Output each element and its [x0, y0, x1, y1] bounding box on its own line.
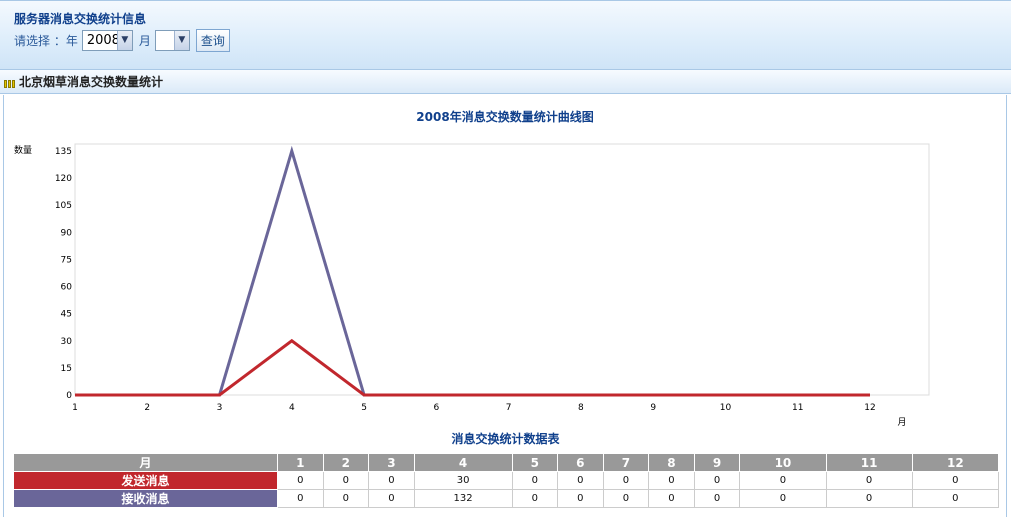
y-tick-label: 135 [55, 147, 72, 157]
filter-panel: 服务器消息交换统计信息 请选择 ：年 2008 ▼ 月 ▼ 查询 [0, 0, 1011, 70]
table-header-month: 5 [511, 453, 559, 472]
x-tick-label: 6 [433, 403, 439, 413]
month-select[interactable]: ▼ [154, 29, 190, 51]
y-axis-label: 数量 [14, 144, 32, 156]
table-header-month-label: 月 [13, 453, 278, 472]
table-cell: 0 [368, 489, 415, 508]
table-cell: 0 [911, 471, 1000, 490]
table-row-label: 发送消息 [13, 471, 278, 490]
x-tick-label: 1 [72, 403, 78, 413]
table-header-month: 11 [825, 453, 913, 472]
y-tick-label: 75 [61, 255, 72, 265]
table-row-label: 接收消息 [13, 489, 278, 508]
table-cell: 0 [911, 489, 1000, 508]
table-cell: 0 [648, 489, 695, 508]
table-cell: 0 [511, 471, 559, 490]
table-cell: 0 [693, 471, 741, 490]
table-header-month: 7 [602, 453, 650, 472]
x-tick-label: 3 [217, 403, 223, 413]
year-select[interactable]: 2008 ▼ [81, 29, 133, 51]
table-cell: 0 [322, 471, 370, 490]
table-cell: 0 [825, 489, 913, 508]
table-cell: 0 [693, 489, 741, 508]
x-tick-label: 9 [650, 403, 656, 413]
table-row: 接收消息 0 0 0 132 0 0 0 0 0 0 0 0 [13, 489, 1000, 508]
y-tick-label: 120 [55, 174, 72, 184]
table-cell: 0 [739, 471, 827, 490]
table-header-month: 12 [911, 453, 1000, 472]
select-prompt-label: 请选择 ：年 [14, 33, 78, 48]
table-title: 消息交换统计数据表 [451, 432, 560, 446]
table-header-month: 6 [557, 453, 604, 472]
table-header-month: 3 [368, 453, 415, 472]
line-chart: 2008年消息交换数量统计曲线图数量0153045607590105120135… [14, 109, 930, 428]
table-header-month: 10 [739, 453, 827, 472]
y-tick-label: 60 [61, 283, 73, 293]
table-cell: 0 [322, 489, 370, 508]
stats-table: 月 1 2 3 4 5 6 7 8 9 10 11 12 发送消息 0 0 0 30 0 0 0 0 0 0 0 0 接收消息 0… [13, 453, 1000, 508]
x-tick-label: 8 [578, 403, 584, 413]
y-tick-label: 0 [66, 391, 72, 401]
filter-row: 请选择 ：年 2008 ▼ 月 ▼ 查询 [14, 28, 230, 52]
content-area [3, 95, 1007, 517]
y-tick-label: 30 [61, 337, 73, 347]
table-cell: 132 [413, 489, 513, 508]
table-header-month: 9 [693, 453, 741, 472]
x-tick-label: 11 [792, 403, 803, 413]
table-row: 发送消息 0 0 0 30 0 0 0 0 0 0 0 0 [13, 471, 1000, 490]
y-tick-label: 90 [61, 228, 73, 238]
table-header-row: 月 1 2 3 4 5 6 7 8 9 10 11 12 [13, 453, 1000, 472]
table-cell: 0 [648, 471, 695, 490]
x-tick-label: 4 [289, 403, 295, 413]
table-cell: 0 [557, 471, 604, 490]
x-tick-label: 12 [864, 403, 875, 413]
table-cell: 0 [277, 489, 324, 508]
x-tick-label: 2 [144, 403, 150, 413]
bar-chart-icon [4, 76, 15, 88]
table-cell: 30 [413, 471, 513, 490]
y-tick-label: 15 [61, 364, 72, 374]
section-title: 北京烟草消息交换数量统计 [19, 75, 164, 89]
table-cell: 0 [602, 471, 650, 490]
y-tick-label: 45 [61, 310, 72, 320]
month-label: 月 [138, 33, 151, 48]
y-tick-label: 105 [55, 201, 72, 211]
chevron-down-icon[interactable]: ▼ [173, 30, 189, 50]
x-tick-label: 10 [720, 403, 732, 413]
chart-title: 2008年消息交换数量统计曲线图 [416, 109, 593, 124]
table-cell: 0 [368, 471, 415, 490]
table-cell: 0 [739, 489, 827, 508]
page-title: 服务器消息交换统计信息 [14, 12, 147, 26]
series-line-2 [75, 338, 870, 397]
table-header-month: 1 [277, 453, 324, 472]
chevron-down-icon[interactable]: ▼ [116, 30, 132, 50]
table-header-month: 4 [413, 453, 513, 472]
x-tick-label: 5 [361, 403, 367, 413]
table-cell: 0 [825, 471, 913, 490]
table-cell: 0 [602, 489, 650, 508]
plot-area [74, 143, 930, 396]
table-header-month: 8 [648, 453, 695, 472]
table-cell: 0 [277, 471, 324, 490]
query-button[interactable]: 查询 [195, 28, 230, 52]
x-axis-label: 月 [897, 417, 906, 428]
section-header: 北京烟草消息交换数量统计 [0, 70, 1011, 94]
year-select-value: 2008 [86, 32, 120, 48]
table-header-month: 2 [322, 453, 370, 472]
table-cell: 0 [557, 489, 604, 508]
x-tick-label: 7 [506, 403, 512, 413]
table-cell: 0 [511, 489, 559, 508]
